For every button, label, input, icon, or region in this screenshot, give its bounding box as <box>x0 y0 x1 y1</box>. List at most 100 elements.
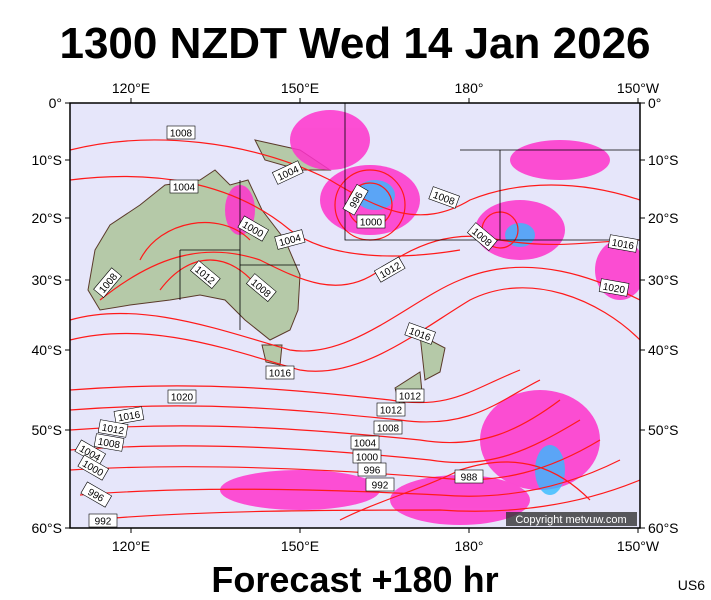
isobar-label-box <box>607 234 639 253</box>
isobar-label-box <box>376 402 406 417</box>
isobar-value: 1012 <box>399 392 422 403</box>
isobar-label: 992 <box>365 477 395 492</box>
isobar-value: 1000 <box>356 453 379 464</box>
isobar-value: 992 <box>95 517 112 528</box>
isobar-labels: 1008100410049961000100010041012100810081… <box>74 125 639 528</box>
isobar-value: 1000 <box>360 218 383 229</box>
lon-label: 150°E <box>281 538 319 554</box>
lat-label: 30°S <box>31 272 62 288</box>
isobar-value: 1004 <box>173 183 196 194</box>
lat-label: 40°S <box>31 342 62 358</box>
isobar-label-box <box>97 419 129 438</box>
isobar-label: 1008 <box>373 420 403 435</box>
isobar-label-box <box>350 435 380 450</box>
isobar-label-box <box>357 462 387 477</box>
isobar-label-box <box>271 160 304 185</box>
isobar-value: 1020 <box>602 282 626 297</box>
isobar-label-box <box>454 469 484 484</box>
isobar-label-box <box>113 406 145 425</box>
isobar-value: 1012 <box>101 423 125 438</box>
isobar-label-box <box>77 454 110 481</box>
isobar-value: 1008 <box>377 424 400 435</box>
lat-label: 60°S <box>31 520 62 536</box>
isobar-value: 1008 <box>170 129 193 140</box>
forecast-label: Forecast +180 hr <box>211 559 498 600</box>
isobar-label-box <box>166 125 196 140</box>
isobar-label-box <box>88 513 118 528</box>
isobar-label-box <box>189 260 221 290</box>
lat-label: 40°S <box>648 342 679 358</box>
isobar-label: 1004 <box>350 435 380 450</box>
isobar-label: 1020 <box>167 389 197 404</box>
lat-label: 0° <box>49 95 62 111</box>
isobar-label-box <box>237 215 270 242</box>
isobar-value: 992 <box>372 481 389 492</box>
isobar-label: 1012 <box>97 419 129 438</box>
isobar-label: 1016 <box>265 365 295 380</box>
lat-label: 20°S <box>648 210 679 226</box>
isobar-label: 992 <box>88 513 118 528</box>
isobar-label-box <box>365 477 395 492</box>
isobar-label-box <box>93 433 125 452</box>
isobar-label-box <box>80 481 113 508</box>
lat-label: 50°S <box>648 422 679 438</box>
isobar-label-box <box>373 420 403 435</box>
isobar-label: 1000 <box>352 449 382 464</box>
isobar-label: 988 <box>454 469 484 484</box>
isobar-value: 1004 <box>354 439 377 450</box>
lon-label: 120°E <box>112 538 150 554</box>
isobar-label-box <box>342 183 369 216</box>
isobar-label-box <box>167 389 197 404</box>
isobar-label: 1008 <box>166 125 196 140</box>
isobar-label-box <box>404 322 436 345</box>
isobar-label: 1004 <box>169 179 199 194</box>
isobar-value: 996 <box>364 466 381 477</box>
isobar-value: 1016 <box>269 369 292 380</box>
map-code: US6 <box>678 577 705 593</box>
isobar-value: 1016 <box>611 238 635 253</box>
landmass <box>419 334 446 381</box>
isobar-label-box <box>395 388 425 403</box>
isobar-value: 1020 <box>171 393 194 404</box>
isobar-label-box <box>245 273 277 303</box>
lon-label: 150°W <box>617 80 660 96</box>
copyright-box <box>506 512 637 526</box>
isobar-label-box <box>169 179 199 194</box>
isobar-label-box <box>373 256 406 283</box>
isobar-value: 1008 <box>97 437 121 452</box>
isobar-label-box <box>274 229 306 250</box>
isobar-label-box <box>93 267 123 299</box>
isobar-label: 1012 <box>395 388 425 403</box>
lat-label: 10°S <box>31 152 62 168</box>
lon-label: 150°E <box>281 80 319 96</box>
lon-label: 120°E <box>112 80 150 96</box>
isobar-label: 1016 <box>113 406 145 425</box>
lon-label: 150°W <box>617 538 660 554</box>
isobar-label-box <box>265 365 295 380</box>
lat-label: 10°S <box>648 152 679 168</box>
lat-label: 60°S <box>648 520 679 536</box>
lon-label: 180° <box>455 80 484 96</box>
isobar-label: 1000 <box>356 214 386 229</box>
isobar-value: 1012 <box>380 406 403 417</box>
lat-label: 0° <box>648 95 661 111</box>
isobar-label: 996 <box>357 462 387 477</box>
map-frame <box>69 102 641 529</box>
boundaries <box>179 103 640 330</box>
copyright: Copyright metvuw.com <box>515 514 626 526</box>
axis-labels: 120°E120°E150°E150°E180°180°150°W150°W0°… <box>31 80 678 554</box>
isobar-label: 1016 <box>607 234 639 253</box>
isobar-value: 1016 <box>117 410 141 425</box>
isobar-label-box <box>428 186 460 209</box>
lat-label: 30°S <box>648 272 679 288</box>
isobar-label-box <box>466 222 498 252</box>
isobar-label: 1008 <box>93 433 125 452</box>
isobar-label-box <box>598 278 630 297</box>
title: 1300 NZDT Wed 14 Jan 2026 <box>59 19 650 68</box>
map-area: Copyright metvuw.com <box>69 102 641 529</box>
isobar-value: 988 <box>461 473 478 484</box>
lon-label: 180° <box>455 538 484 554</box>
heavy-precipitation <box>355 180 565 495</box>
